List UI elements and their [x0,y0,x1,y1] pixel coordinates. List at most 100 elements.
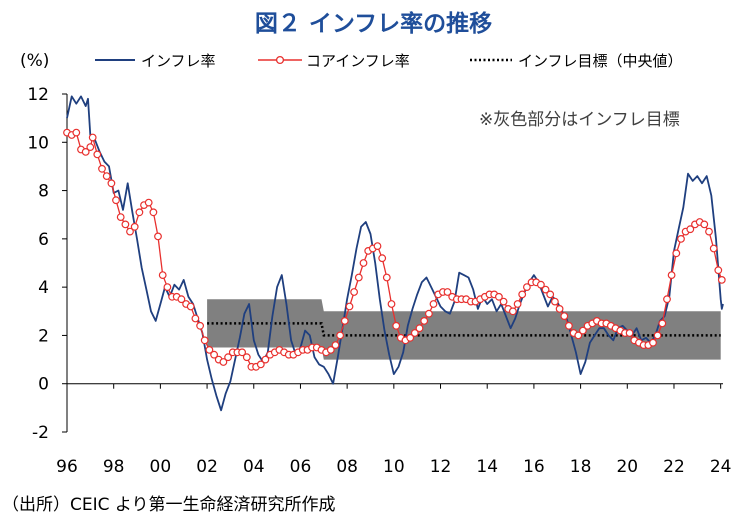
core-data-point [672,249,681,258]
core-data-point [210,350,219,359]
core-data-point [705,227,713,236]
core-data-point [88,133,97,142]
x-tick-label: 06 [290,457,312,477]
y-tick-label: 12 [27,85,49,105]
core-data-point [429,300,438,308]
core-data-point [579,326,587,335]
x-tick-label: 16 [523,457,545,477]
core-data-point [102,172,111,181]
core-data-point [663,295,671,304]
core-data-point [686,225,695,234]
legend-core-label: コアインフレ率 [306,52,410,70]
x-tick-label: 18 [570,457,592,477]
core-data-point [238,348,247,357]
x-tick-label: 08 [336,457,358,477]
core-data-point [495,292,503,301]
core-data-point [537,280,545,289]
x-tick-label: 02 [196,457,218,477]
x-tick-label: 10 [383,457,405,477]
core-data-point [667,271,676,280]
y-axis-ticks: -2 0 2 4 6 8 10 12 [27,85,67,443]
core-data-point [709,244,718,253]
core-data-point [350,288,359,296]
core-data-point [359,259,368,267]
core-data-point [93,150,102,159]
core-data-point [186,302,195,311]
core-data-point [425,309,433,318]
source-note: （出所）CEIC より第一生命経済研究所作成 [2,495,336,515]
core-data-point [242,353,251,362]
x-tick-label: 12 [430,457,452,477]
core-data-point [205,346,214,354]
core-data-point [420,317,429,325]
core-data-point [406,333,415,342]
core-data-point [191,314,200,323]
core-data-point [499,297,508,306]
x-tick-label: 00 [150,457,172,477]
core-data-point [625,329,634,337]
legend-target-label: インフレ目標（中央値） [518,52,683,70]
core-data-point [261,355,270,364]
core-data-point [98,164,106,173]
core-data-point [144,198,153,207]
core-data-point [116,213,125,222]
y-tick-label: 0 [38,375,49,395]
y-tick-label: 6 [38,230,49,250]
core-data-point [326,346,335,354]
x-tick-label: 20 [616,457,638,477]
series-target-line [207,322,721,337]
core-data-point [560,312,569,321]
y-tick-label: 8 [38,182,49,202]
core-data-point [410,329,419,337]
core-data-point [555,305,564,313]
core-data-point [158,271,167,280]
core-data-point [551,297,559,306]
core-data-point [574,331,583,340]
core-data-point [354,273,363,282]
y-tick-label: -2 [32,423,49,443]
core-data-point [135,208,144,217]
series-headline-line [66,95,724,412]
x-tick-label: 22 [663,457,685,477]
core-data-point [219,358,228,366]
core-data-point [340,317,349,325]
core-data-point [154,232,162,241]
core-data-point [196,321,205,330]
core-data-point [392,321,401,330]
core-data-point [658,319,667,328]
core-data-point [378,254,387,263]
core-data-point [443,288,452,296]
core-data-point [81,147,90,156]
x-tick-label: 24 [710,457,732,477]
core-data-point [177,295,186,304]
core-data-point [509,307,517,316]
core-data-point [107,179,116,188]
core-data-point [523,283,531,292]
core-data-point [415,324,424,333]
core-data-point [121,220,130,229]
core-data-point [72,128,81,137]
core-data-point [714,266,723,275]
core-data-point [336,331,345,340]
core-data-point [373,242,382,251]
core-data-point [224,353,233,362]
legend-headline-label: インフレ率 [141,52,216,70]
legend: インフレ率 コアインフレ率 インフレ目標（中央値） [95,52,683,70]
x-tick-label: 96 [56,457,78,477]
core-data-point [565,321,573,330]
core-data-point [86,143,95,152]
legend-core-marker [275,55,285,65]
core-data-point [163,283,172,292]
core-data-point [513,300,522,308]
chart-title: 図２ インフレ率の推移 [254,11,493,37]
core-data-point [677,234,685,243]
y-tick-label: 4 [38,278,49,298]
x-axis-ticks: 96 98 00 02 04 06 08 10 12 14 16 18 20 22 24 [56,383,732,477]
core-data-point [649,338,657,347]
y-tick-label: 2 [38,326,49,346]
x-tick-label: 14 [476,457,498,477]
core-data-point [653,331,662,340]
core-data-point [200,336,209,345]
core-data-point [126,227,134,236]
